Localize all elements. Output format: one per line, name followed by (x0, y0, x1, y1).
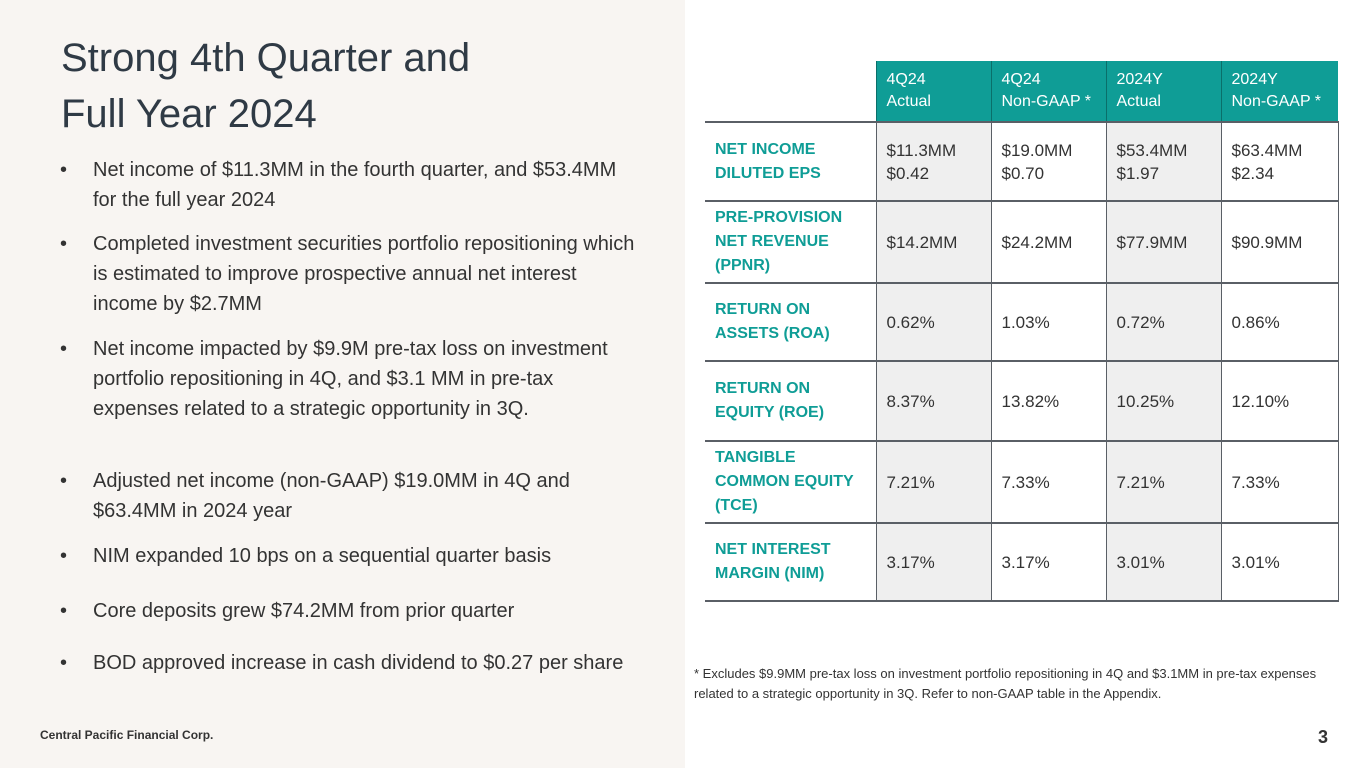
table-cell: 7.33% (1220, 441, 1339, 524)
table-cell: 3.01% (1220, 523, 1339, 602)
table-cell: $90.9MM (1220, 201, 1339, 284)
row-label: NET INCOME DILUTED EPS (705, 121, 876, 202)
column-header: 2024Y Actual (1105, 61, 1221, 122)
table-cell: 10.25% (1105, 361, 1221, 442)
bullet-text: Adjusted net income (non-GAAP) $19.0MM i… (93, 470, 570, 522)
table-cell: 3.17% (875, 523, 991, 602)
table-row: PRE-PROVISION NET REVENUE (PPNR) $14.2MM $… (705, 201, 1339, 284)
column-header: 4Q24 Non-GAAP * (990, 61, 1106, 122)
table-cell: $14.2MM (875, 201, 991, 284)
slide-title-line1: Strong 4th Quarter and (61, 36, 471, 80)
bullet-marker: • (60, 233, 68, 255)
row-label: TANGIBLE COMMON EQUITY (TCE) (705, 441, 876, 524)
table-cell: 0.86% (1220, 283, 1339, 362)
bullet-text: NIM expanded 10 bps on a sequential quar… (93, 545, 552, 567)
bullet-text: Completed investment securities portfoli… (93, 233, 635, 315)
table-cell: $24.2MM (990, 201, 1106, 284)
table-cell: 12.10% (1220, 361, 1339, 442)
table-header-row: 4Q24 Actual 4Q24 Non-GAAP * 2024Y Actual 20… (705, 61, 1338, 122)
row-label: PRE-PROVISION NET REVENUE (PPNR) (705, 201, 876, 284)
row-label: RETURN ON ASSETS (ROA) (705, 283, 876, 362)
table-cell: 0.72% (1105, 283, 1221, 362)
column-header: 2024Y Non-GAAP * (1220, 61, 1338, 122)
table-header-blank (705, 61, 876, 122)
bullet-item: • Core deposits grew $74.2MM from prior … (60, 596, 640, 626)
table-row: RETURN ON ASSETS (ROA) 0.62% 1.03% 0.72% … (705, 283, 1339, 362)
bullet-marker: • (60, 545, 68, 567)
table-cell: $11.3MM $0.42 (875, 121, 991, 202)
company-name: Central Pacific Financial Corp. (40, 728, 214, 742)
bullet-item: • Adjusted net income (non-GAAP) $19.0MM… (60, 466, 640, 526)
bullet-item: • Completed investment securities portfo… (60, 229, 640, 319)
bullet-text: Core deposits grew $74.2MM from prior qu… (93, 600, 515, 622)
table-row: RETURN ON EQUITY (ROE) 8.37% 13.82% 10.25… (705, 361, 1339, 442)
table-row: NET INCOME DILUTED EPS $11.3MM $0.42 $19.0… (705, 121, 1339, 202)
table-cell: 0.62% (875, 283, 991, 362)
bullet-text: Net income impacted by $9.9M pre-tax los… (93, 338, 608, 420)
table-cell: 7.33% (990, 441, 1106, 524)
bullet-marker: • (60, 470, 68, 492)
row-label: RETURN ON EQUITY (ROE) (705, 361, 876, 442)
bullet-marker: • (60, 338, 68, 360)
column-header: 4Q24 Actual (875, 61, 991, 122)
bullet-marker: • (60, 652, 68, 674)
table-cell: $77.9MM (1105, 201, 1221, 284)
row-label: NET INTEREST MARGIN (NIM) (705, 523, 876, 602)
table-row: TANGIBLE COMMON EQUITY (TCE) 7.21% 7.33% 7… (705, 441, 1339, 524)
bullet-marker: • (60, 600, 68, 622)
table-cell: $19.0MM $0.70 (990, 121, 1106, 202)
footnote: * Excludes $9.9MM pre-tax loss on invest… (694, 666, 1317, 701)
page-number: 3 (1317, 727, 1328, 747)
table-cell: 3.01% (1105, 523, 1221, 602)
bullet-item: • NIM expanded 10 bps on a sequential qu… (60, 541, 640, 571)
table-cell: 8.37% (875, 361, 991, 442)
table-cell: 7.21% (875, 441, 991, 524)
table-cell: 3.17% (990, 523, 1106, 602)
bullet-text: BOD approved increase in cash dividend t… (93, 652, 624, 674)
slide-title: Strong 4th Quarter and Full Year 2024 (61, 30, 621, 142)
table-row: NET INTEREST MARGIN (NIM) 3.17% 3.17% 3.0… (705, 523, 1339, 602)
slide-title-line2: Full Year 2024 (61, 92, 317, 136)
left-panel (0, 0, 685, 768)
bullet-item: • BOD approved increase in cash dividend… (60, 648, 640, 678)
table-cell: 7.21% (1105, 441, 1221, 524)
metrics-table: 4Q24 Actual 4Q24 Non-GAAP * 2024Y Actual 20… (705, 61, 1339, 602)
bullet-item: • Net income impacted by $9.9M pre-tax l… (60, 334, 640, 424)
table-cell: 1.03% (990, 283, 1106, 362)
bullet-marker: • (60, 159, 68, 181)
bullet-item: • Net income of $11.3MM in the fourth qu… (60, 155, 640, 215)
bullet-text: Net income of $11.3MM in the fourth quar… (93, 159, 617, 211)
table-cell: $53.4MM $1.97 (1105, 121, 1221, 202)
table-cell: $63.4MM $2.34 (1220, 121, 1339, 202)
table-cell: 13.82% (990, 361, 1106, 442)
